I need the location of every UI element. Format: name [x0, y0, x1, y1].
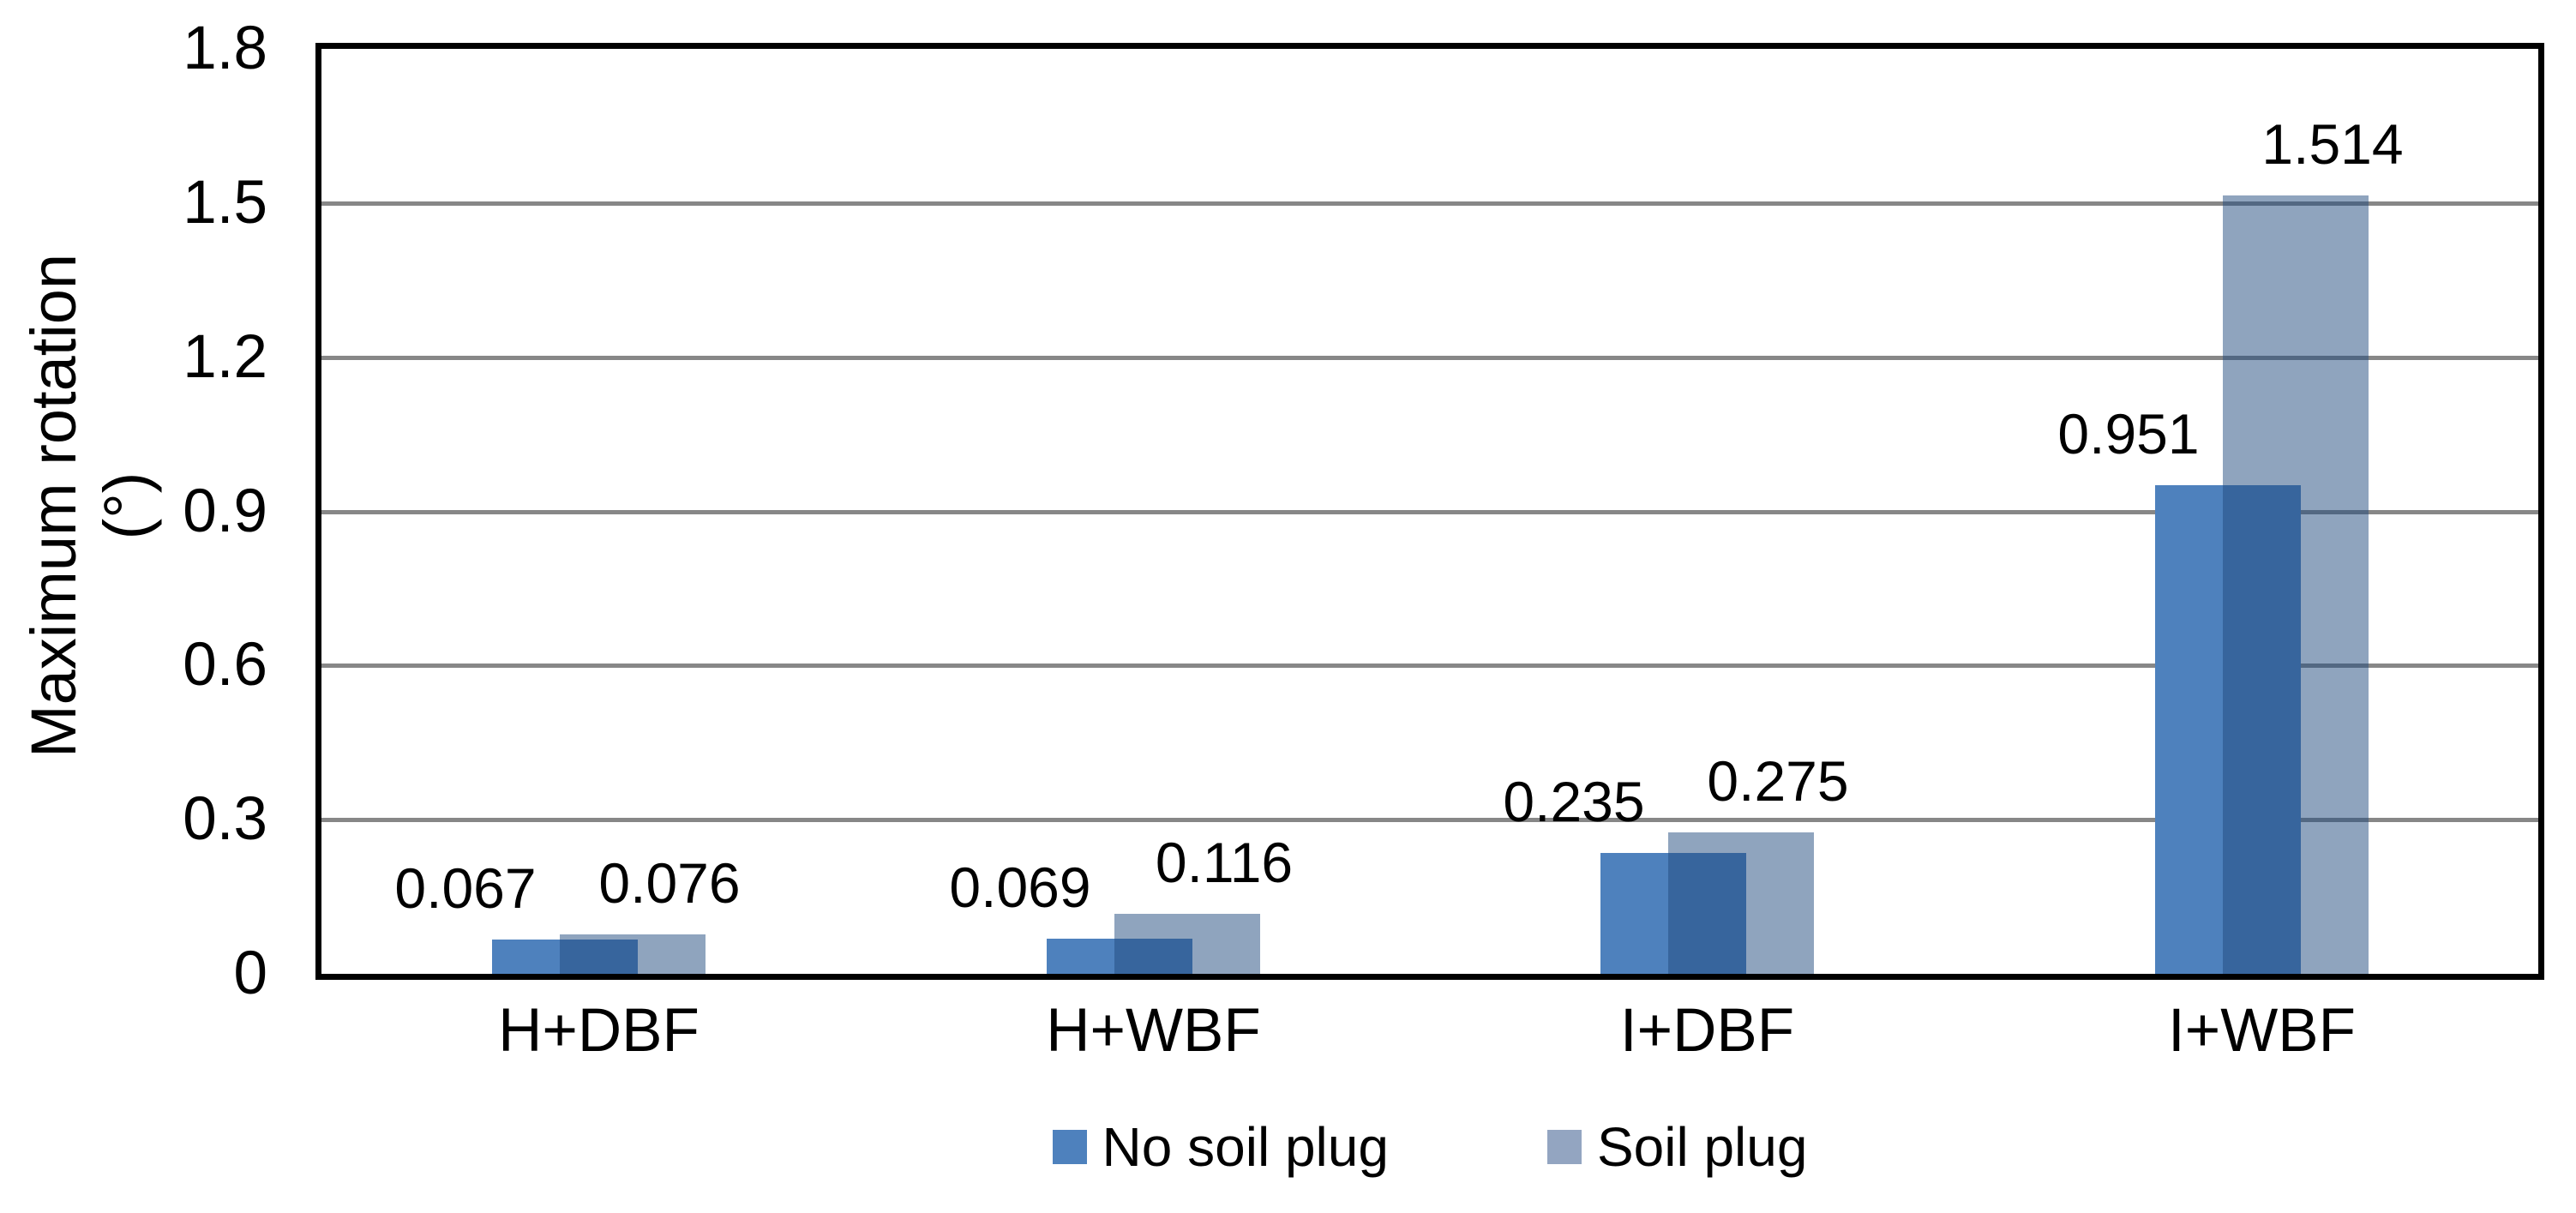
plot-area: 0.067 0.076 0.069 0.116 0.235 0.275 0.951 1.514 [315, 43, 2544, 980]
y-axis-tick-label: 1.2 [183, 323, 267, 391]
x-axis-label-I+WBF: I+WBF [2168, 997, 2356, 1065]
bar-soil-plug-I+DBF [1668, 832, 1814, 974]
legend-marker-soil-plug [1546, 1130, 1582, 1164]
legend-item-soil-plug: Soil plug [1546, 1116, 1808, 1178]
x-axis-label-I+DBF: I+DBF [1619, 997, 1795, 1065]
data-label-no-soil-plug-H+WBF: 0.069 [949, 856, 1091, 919]
data-label-soil-plug-I+DBF: 0.275 [1707, 749, 1849, 813]
gridline [321, 664, 2538, 668]
bar-soil-plug-H+DBF [560, 934, 706, 974]
y-axis-tick-label: 0.9 [183, 477, 267, 545]
data-label-no-soil-plug-I+WBF: 0.951 [2057, 402, 2200, 465]
y-axis-tick-labels: 0 0.3 0.6 0.9 1.2 1.5 1.8 [0, 17, 267, 1006]
legend: No soil plug Soil plug [315, 1113, 2544, 1181]
data-label-no-soil-plug-H+DBF: 0.067 [394, 856, 537, 920]
x-axis-label-H+DBF: H+DBF [498, 997, 700, 1065]
bar-soil-plug-H+WBF [1114, 914, 1260, 974]
legend-label: Soil plug [1596, 1116, 1808, 1178]
gridline [321, 356, 2538, 360]
gridline [321, 201, 2538, 206]
legend-marker-no-soil-plug [1052, 1130, 1087, 1164]
data-label-no-soil-plug-I+DBF: 0.235 [1503, 770, 1645, 833]
data-label-soil-plug-H+DBF: 0.076 [598, 851, 741, 915]
x-axis-label-H+WBF: H+WBF [1046, 997, 1261, 1065]
x-axis-labels: H+DBF H+WBF I+DBF I+WBF [321, 997, 2538, 1066]
legend-item-no-soil-plug: No soil plug [1052, 1116, 1389, 1178]
legend-label: No soil plug [1102, 1116, 1389, 1178]
data-label-soil-plug-I+WBF: 1.514 [2261, 112, 2404, 176]
y-axis-tick-label: 1.8 [183, 15, 267, 82]
y-axis-tick-label: 0.3 [183, 785, 267, 853]
y-axis-tick-label: 1.5 [183, 169, 267, 237]
y-axis-tick-label: 0.6 [183, 631, 267, 699]
bar-soil-plug-I+WBF [2223, 195, 2369, 974]
gridline [321, 818, 2538, 822]
gridline [321, 510, 2538, 514]
y-axis-tick-label: 0 [233, 940, 268, 1007]
data-label-soil-plug-H+WBF: 0.116 [1155, 831, 1294, 894]
